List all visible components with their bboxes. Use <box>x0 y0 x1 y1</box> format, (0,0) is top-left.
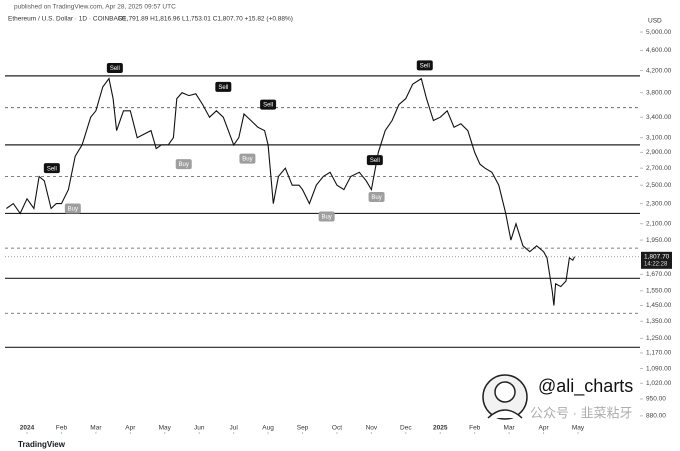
y-tick-label: 4,200.00 <box>646 67 672 74</box>
signal-box <box>239 153 256 164</box>
signal-box <box>368 191 385 202</box>
y-tick-label: 1,670.00 <box>646 271 672 278</box>
signal-label: Sell <box>420 63 430 69</box>
last-price-box <box>641 251 672 269</box>
x-tick-label: Apr <box>125 425 136 432</box>
y-tick-label: 3,400.00 <box>646 114 672 121</box>
x-tick-label: Apr <box>539 425 550 432</box>
x-tick-label: Feb <box>469 425 481 432</box>
y-tick-label: 5,000.00 <box>646 29 672 36</box>
last-price-label: 1,807.70 <box>644 254 670 261</box>
published: published on TradingView.com, Apr 28, 20… <box>14 4 176 11</box>
x-tick-label: Jun <box>194 425 205 432</box>
x-tick-label: Mar <box>504 425 516 432</box>
y-tick-label: 2,300.00 <box>646 200 672 207</box>
signal-label: Buy <box>242 157 252 163</box>
y-tick-label: 880.00 <box>646 413 666 420</box>
signal-label: Buy <box>179 162 189 168</box>
ohlc: O1,791.89 H1,816.96 L1,753.01 C1,807.70 … <box>118 16 293 23</box>
y-tick-label: 4,600.00 <box>646 47 672 54</box>
price-line <box>6 77 576 306</box>
countdown: 14:22:28 <box>644 261 668 267</box>
signal-box <box>175 159 192 170</box>
chart-title: Ethereum / U.S. Dollar · 1D · COINBASE <box>8 16 127 23</box>
x-tick-label: Mar <box>90 425 102 432</box>
signal-box <box>260 99 277 110</box>
signal-label: Buy <box>371 195 381 201</box>
watermark: @ali_charts <box>538 376 633 397</box>
x-tick-label: May <box>159 425 172 432</box>
y-tick-label: 2,700.00 <box>646 165 672 172</box>
signal-label: Buy <box>68 207 78 213</box>
signal-label: Sell <box>47 166 57 172</box>
y-tick-label: 1,450.00 <box>646 302 672 309</box>
signal-box <box>318 211 335 222</box>
signal-box <box>215 81 232 92</box>
y-tick-label: 1,250.00 <box>646 335 672 342</box>
x-tick-label: May <box>572 425 585 432</box>
y-tick-label: 950.00 <box>646 396 666 403</box>
signal-box <box>43 163 60 174</box>
x-tick-label: 2024 <box>20 425 35 432</box>
x-tick-label: Feb <box>56 425 68 432</box>
y-tick-label: 2,500.00 <box>646 182 672 189</box>
x-tick-label: 2025 <box>433 425 448 432</box>
signal-box <box>106 62 123 73</box>
y-tick-label: 1,090.00 <box>646 365 672 372</box>
signal-box <box>64 203 81 214</box>
x-tick-label: Sep <box>297 425 309 432</box>
y-tick-label: 3,100.00 <box>646 134 672 141</box>
y-tick-label: 1,170.00 <box>646 350 672 357</box>
y-tick-label: 2,900.00 <box>646 149 672 156</box>
signal-label: Buy <box>321 215 331 221</box>
y-tick-label: 2,100.00 <box>646 220 672 227</box>
y-tick-label: 1,550.00 <box>646 288 672 295</box>
currency: USD <box>648 18 662 25</box>
y-tick-label: 1,350.00 <box>646 318 672 325</box>
signal-label: Sell <box>218 85 228 91</box>
overlay-text: 公众号 · 韭菜粘牙 <box>530 405 633 420</box>
signal-label: Sell <box>370 158 380 164</box>
plot: Sell Sell Sell Sell Sell Sell Buy Buy Buy Buy Buy <box>5 60 640 348</box>
x-tick-label: Jul <box>229 425 238 432</box>
footer: TradingView <box>18 440 66 449</box>
x-tick-label: Oct <box>332 425 342 432</box>
y-tick-label: 1,020.00 <box>646 380 672 387</box>
y-tick-label: 3,800.00 <box>646 89 672 96</box>
x-tick-label: Aug <box>262 425 274 432</box>
signal-label: Sell <box>263 103 273 109</box>
signal-box <box>366 155 383 166</box>
y-tick-label: 1,950.00 <box>646 237 672 244</box>
x-tick-label: Nov <box>366 425 378 432</box>
avatar <box>482 374 528 420</box>
signal-label: Sell <box>110 66 120 72</box>
signal-box <box>416 60 433 71</box>
x-tick-label: Dec <box>400 425 412 432</box>
